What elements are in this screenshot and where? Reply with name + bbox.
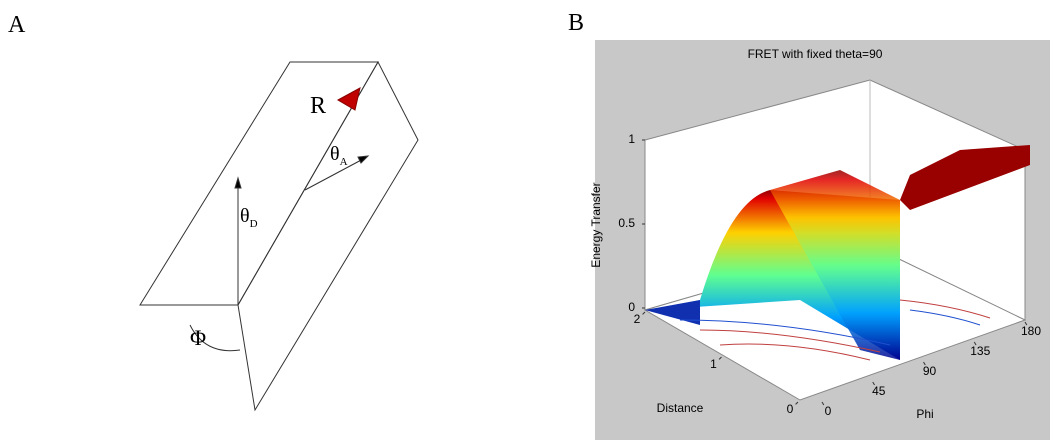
tick-label: 0.5 — [618, 216, 635, 230]
tick-label: 1 — [628, 132, 635, 146]
reporter-marker — [336, 87, 361, 111]
surface-top — [900, 145, 1030, 210]
vector — [304, 157, 366, 191]
tick-label: 0 — [628, 300, 635, 314]
tick-mark — [718, 356, 722, 360]
panel-label: A — [8, 12, 26, 38]
contour — [699, 299, 991, 361]
acceptor-angle: θA — [330, 143, 348, 168]
phi-label: Φ — [190, 325, 206, 350]
subscript: A — [340, 156, 348, 168]
tick-label: 180 — [1021, 324, 1041, 338]
tick-mark — [872, 381, 875, 386]
z-axis-label: Energy Transfer — [589, 182, 603, 267]
tick-label: 2 — [634, 312, 641, 326]
plot-title: FRET with fixed theta=90 — [748, 47, 883, 61]
tick-label: 90 — [923, 364, 937, 378]
tick-label: 135 — [970, 344, 990, 358]
contour — [679, 309, 981, 346]
tick-mark — [923, 361, 926, 366]
tick-mark — [973, 341, 977, 346]
tick-mark — [795, 401, 799, 405]
surface — [645, 300, 700, 325]
arrowhead — [234, 176, 242, 189]
tick-mark — [642, 311, 646, 315]
tick-label: 0 — [787, 402, 794, 416]
symbol: θ — [240, 205, 250, 227]
x-axis-label: Distance — [657, 401, 704, 415]
tick-mark — [821, 401, 825, 406]
tick-mark — [1024, 321, 1028, 326]
plane — [237, 60, 419, 412]
donor-angle: θD — [240, 205, 258, 230]
reporter-label: R — [310, 93, 326, 119]
panel-label: B — [568, 10, 584, 36]
tick-label: 45 — [872, 384, 886, 398]
angle-arc — [189, 324, 241, 352]
subscript: D — [250, 218, 258, 230]
panel-a: A R θA θD Φ — [8, 12, 419, 412]
panel-b: B FRET with fixed theta=90 Energy Transf… — [568, 10, 1050, 440]
symbol: θ — [330, 143, 340, 165]
y-axis-label: Phi — [916, 407, 933, 421]
tick-label: 1 — [710, 357, 717, 371]
surface — [770, 170, 900, 360]
arrowhead — [357, 155, 370, 164]
tick-label: 0 — [825, 404, 832, 418]
